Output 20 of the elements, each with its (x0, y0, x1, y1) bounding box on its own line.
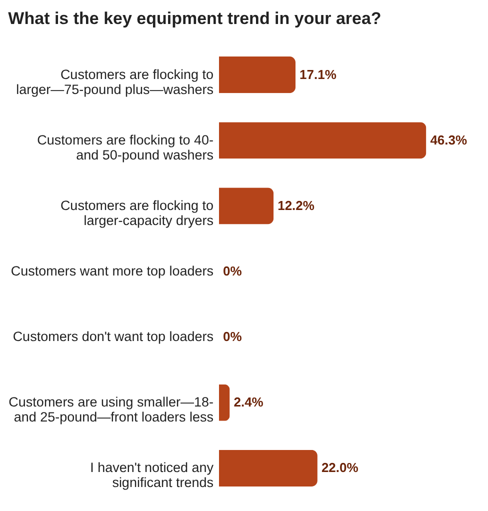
y-tick-label: I haven't noticed any significant trends (90, 460, 214, 490)
bar (219, 450, 318, 487)
bar (219, 384, 230, 421)
bar (219, 122, 426, 159)
data-label: 12.2% (278, 198, 315, 213)
data-label: 46.3% (430, 132, 468, 148)
bar (219, 188, 274, 224)
data-label: 0% (223, 264, 242, 278)
bar (219, 56, 296, 94)
y-tick-label: Customers are flocking to 40- and 50-pound washers (37, 132, 214, 162)
data-label: 17.1% (300, 66, 337, 82)
y-tick-label: Customers are flocking to larger-capacity dryers (60, 198, 214, 228)
y-tick-label: Customers are flocking to larger—75-pound plus—washers (16, 66, 214, 97)
data-label: 22.0% (321, 460, 359, 476)
y-tick-label: Customers want more top loaders (10, 264, 214, 278)
y-tick-label: Customers are using smaller—18- and 25-pound—front loaders less (8, 394, 214, 425)
data-label: 2.4% (234, 394, 264, 410)
y-tick-label: Customers don't want top loaders (12, 329, 214, 344)
data-label: 0% (223, 329, 242, 344)
chart-title: What is the key equipment trend in your area? (8, 9, 382, 28)
